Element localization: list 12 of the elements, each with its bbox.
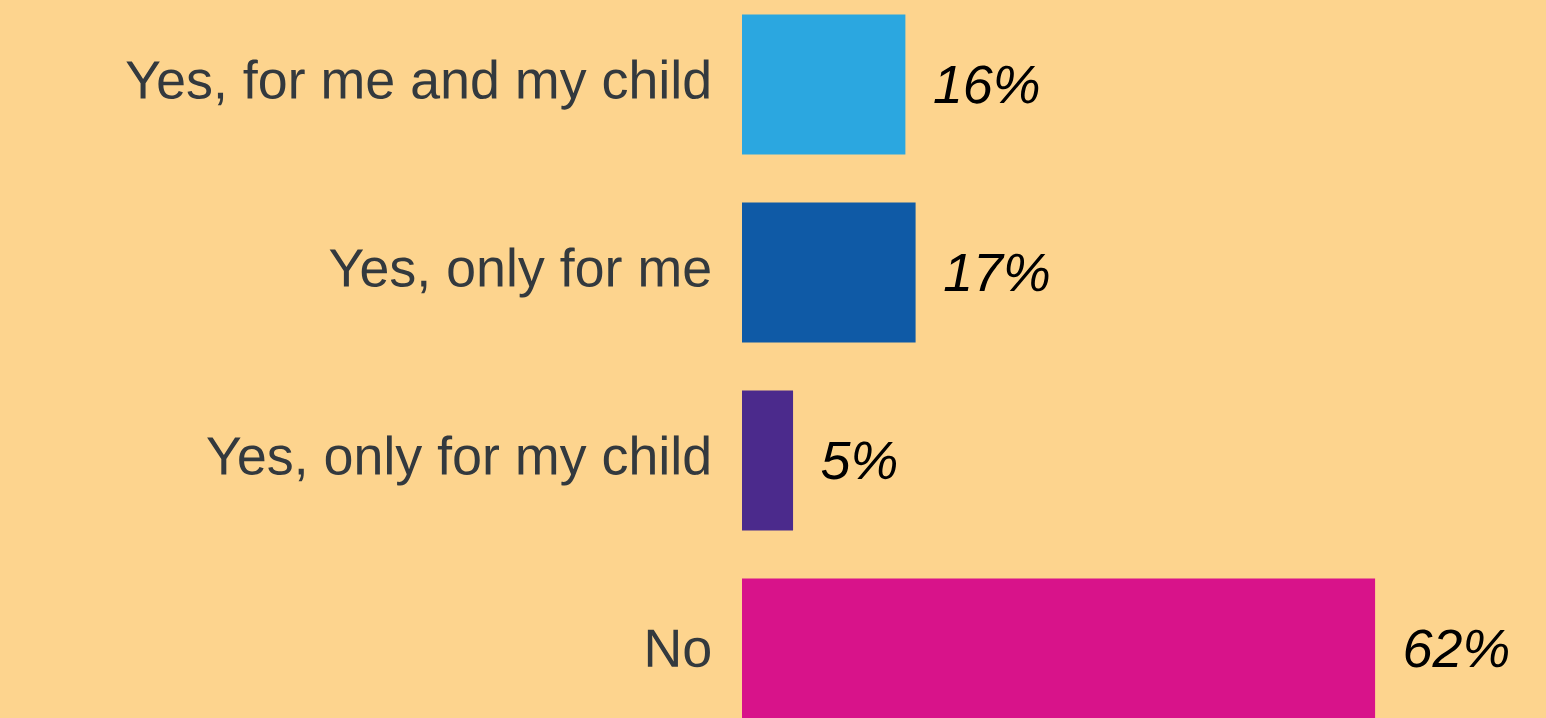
bar bbox=[742, 390, 794, 531]
data-label: 17% bbox=[944, 253, 1049, 292]
y-tick-label: No bbox=[647, 629, 710, 668]
y-tick-label: Yes, for me and my child bbox=[126, 59, 709, 110]
data-label: 5% bbox=[821, 441, 896, 480]
y-tick-label: Yes, only for my child bbox=[207, 435, 709, 486]
bar bbox=[742, 202, 916, 343]
y-tick-label: Yes, only for me bbox=[329, 247, 710, 298]
bar bbox=[742, 578, 1376, 718]
data-label: 62% bbox=[1405, 629, 1508, 668]
data-label: 16% bbox=[934, 65, 1039, 104]
bar bbox=[742, 14, 906, 155]
